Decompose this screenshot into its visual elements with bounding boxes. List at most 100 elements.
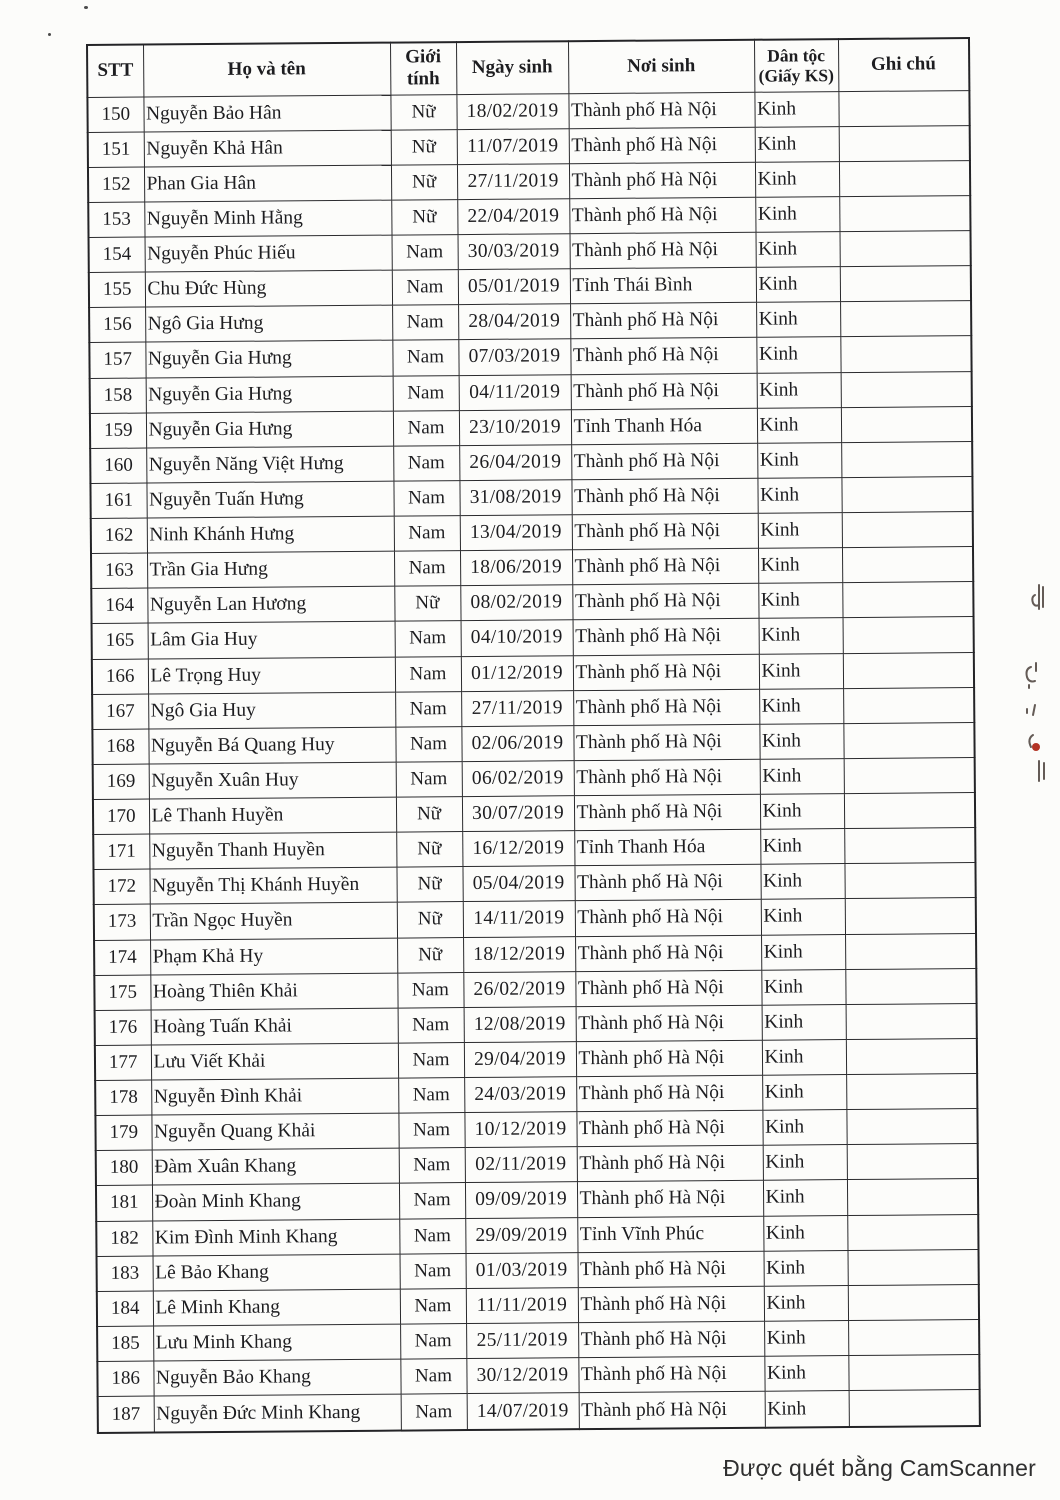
cell-pob: Thành phố Hà Nội bbox=[568, 161, 756, 199]
cell-dob: 08/02/2019 bbox=[460, 584, 573, 621]
cell-ethnicity: Kinh bbox=[758, 617, 843, 654]
cell-pob: Thành phố Hà Nội bbox=[571, 548, 759, 585]
cell-note bbox=[844, 897, 977, 935]
cell-stt: 158 bbox=[89, 377, 146, 414]
cell-gender: Nam bbox=[392, 304, 459, 341]
header-ethnicity: Dân tộc (Giấy KS) bbox=[753, 39, 839, 92]
cell-name: Nguyễn Gia Hưng bbox=[145, 340, 393, 378]
cell-gender: Nam bbox=[398, 1182, 466, 1219]
cell-ethnicity: Kinh bbox=[756, 407, 842, 443]
cell-dob: 02/06/2019 bbox=[461, 725, 574, 762]
cell-dob: 11/07/2019 bbox=[456, 128, 569, 165]
cell-pob: Thành phố Hà Nội bbox=[571, 478, 758, 515]
cell-note bbox=[847, 1284, 980, 1321]
cell-note bbox=[838, 160, 971, 197]
cell-note bbox=[840, 335, 972, 373]
cell-pob: Thành phố Hà Nội bbox=[571, 513, 758, 550]
cell-ethnicity: Kinh bbox=[762, 1179, 848, 1216]
red-ink-dot bbox=[1032, 743, 1040, 751]
cell-name: Ninh Khánh Hưng bbox=[146, 516, 394, 554]
cell-pob: Thành phố Hà Nội bbox=[569, 197, 756, 234]
cell-gender: Nam bbox=[399, 1218, 466, 1254]
cell-name: Nguyễn Phúc Hiếu bbox=[144, 235, 392, 273]
cell-dob: 31/08/2019 bbox=[459, 479, 572, 516]
cell-dob: 18/12/2019 bbox=[463, 936, 576, 973]
cell-ethnicity: Kinh bbox=[760, 898, 846, 935]
cell-gender: Nam bbox=[400, 1393, 467, 1431]
cell-note bbox=[848, 1389, 980, 1428]
cell-dob: 12/08/2019 bbox=[463, 1006, 576, 1043]
cell-ethnicity: Kinh bbox=[759, 758, 844, 795]
cell-dob: 22/04/2019 bbox=[457, 198, 570, 235]
cell-ethnicity: Kinh bbox=[755, 231, 840, 268]
cell-stt: 166 bbox=[91, 658, 149, 695]
cell-name: Nguyễn Năng Việt Hưng bbox=[146, 445, 394, 483]
cell-pob: Thành phố Hà Nội bbox=[570, 302, 757, 340]
cell-note bbox=[843, 687, 975, 724]
cell-ethnicity: Kinh bbox=[764, 1355, 849, 1392]
cell-dob: 06/02/2019 bbox=[461, 760, 574, 797]
cell-ethnicity: Kinh bbox=[758, 582, 843, 619]
cell-stt: 176 bbox=[94, 1009, 151, 1046]
header-gender: Giới tính bbox=[389, 42, 457, 95]
cell-stt: 159 bbox=[89, 412, 147, 449]
cell-ethnicity: Kinh bbox=[759, 793, 845, 830]
cell-note bbox=[841, 441, 973, 478]
cell-stt: 187 bbox=[97, 1396, 154, 1433]
cell-gender: Nam bbox=[398, 1077, 465, 1114]
cell-gender: Nam bbox=[395, 691, 462, 727]
cell-pob: Thành phố Hà Nội bbox=[577, 1250, 764, 1288]
cell-stt: 169 bbox=[92, 763, 149, 800]
cell-pob: Thành phố Hà Nội bbox=[575, 969, 762, 1007]
cell-note bbox=[842, 616, 974, 654]
roster-table-body: 150 Nguyễn Bảo Hân Nữ 18/02/2019 Thành phố H… bbox=[87, 90, 980, 1433]
cell-note bbox=[841, 511, 973, 548]
cell-stt: 164 bbox=[91, 588, 148, 624]
cell-note bbox=[844, 862, 976, 899]
camscanner-watermark: Được quét bằng CamScanner bbox=[723, 1455, 1036, 1481]
cell-ethnicity: Kinh bbox=[759, 688, 844, 724]
cell-ethnicity: Kinh bbox=[762, 1109, 847, 1146]
cell-pob: Thành phố Hà Nội bbox=[576, 1110, 763, 1147]
cell-dob: 11/11/2019 bbox=[465, 1287, 579, 1324]
cell-name: Nguyễn Bảo Khang bbox=[153, 1359, 401, 1397]
cell-name: Đàm Xuân Khang bbox=[151, 1148, 399, 1186]
cell-ethnicity: Kinh bbox=[760, 863, 845, 900]
cell-name: Nguyễn Tuấn Hưng bbox=[146, 480, 394, 519]
cell-gender: Nữ bbox=[390, 164, 458, 200]
cell-dob: 05/04/2019 bbox=[462, 865, 575, 902]
cell-ethnicity: Kinh bbox=[761, 934, 846, 970]
cell-name: Đoàn Minh Khang bbox=[151, 1183, 400, 1221]
cell-dob: 29/04/2019 bbox=[463, 1041, 577, 1078]
cell-pob: Thành phố Hà Nội bbox=[568, 91, 755, 129]
cell-note bbox=[840, 406, 973, 443]
cell-pob: Tỉnh Thanh Hóa bbox=[574, 829, 761, 866]
cell-note bbox=[846, 1178, 979, 1216]
cell-note bbox=[840, 300, 972, 337]
cell-stt: 152 bbox=[87, 166, 145, 203]
cell-dob: 26/04/2019 bbox=[459, 444, 572, 481]
cell-dob: 30/03/2019 bbox=[457, 233, 570, 270]
cell-stt: 153 bbox=[88, 201, 145, 238]
cell-stt: 155 bbox=[88, 272, 146, 308]
cell-gender: Nam bbox=[397, 1007, 464, 1043]
cell-ethnicity: Kinh bbox=[758, 653, 844, 689]
cell-gender: Nam bbox=[398, 1147, 465, 1184]
cell-gender: Nam bbox=[393, 515, 460, 552]
cell-note bbox=[840, 371, 972, 408]
cell-note bbox=[848, 1354, 980, 1391]
cell-pob: Thành phố Hà Nội bbox=[574, 864, 761, 902]
cell-note bbox=[846, 1073, 978, 1110]
cell-ethnicity: Kinh bbox=[755, 196, 840, 233]
cell-dob: 16/12/2019 bbox=[462, 830, 575, 867]
cell-name: Trần Gia Hưng bbox=[147, 551, 395, 589]
scan-speck bbox=[84, 6, 88, 9]
cell-pob: Thành phố Hà Nội bbox=[576, 1145, 763, 1183]
header-name: Họ và tên bbox=[143, 42, 391, 97]
cell-ethnicity: Kinh bbox=[756, 336, 841, 373]
cell-ethnicity: Kinh bbox=[757, 512, 842, 549]
cell-note bbox=[841, 476, 973, 513]
cell-pob: Thành phố Hà Nội bbox=[578, 1391, 765, 1430]
cell-ethnicity: Kinh bbox=[761, 969, 846, 1005]
cell-ethnicity: Kinh bbox=[754, 161, 840, 198]
